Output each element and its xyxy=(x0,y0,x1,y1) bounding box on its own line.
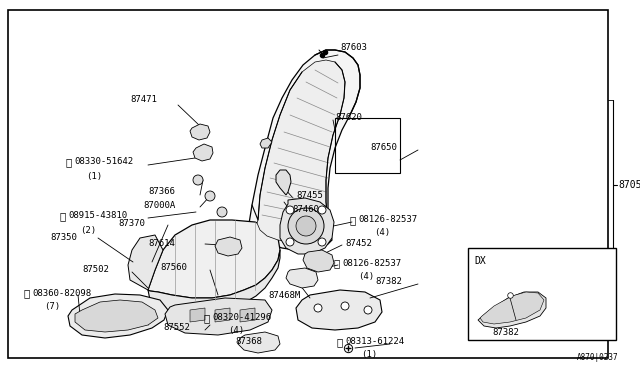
Text: 87350: 87350 xyxy=(50,232,77,241)
Polygon shape xyxy=(128,235,163,290)
Polygon shape xyxy=(165,298,272,335)
Text: 08320-41296: 08320-41296 xyxy=(212,314,271,323)
Polygon shape xyxy=(215,237,242,256)
Text: 87560: 87560 xyxy=(160,263,187,273)
Polygon shape xyxy=(303,250,334,272)
Text: 87370: 87370 xyxy=(118,218,145,228)
Polygon shape xyxy=(75,300,158,332)
Text: 08915-43810: 08915-43810 xyxy=(68,212,127,221)
Circle shape xyxy=(286,206,294,214)
Polygon shape xyxy=(215,308,230,322)
Text: 87650: 87650 xyxy=(370,144,397,153)
Polygon shape xyxy=(68,294,168,338)
Text: 08330-51642: 08330-51642 xyxy=(74,157,133,167)
Polygon shape xyxy=(238,332,280,353)
Text: (7): (7) xyxy=(44,301,60,311)
Text: 87552: 87552 xyxy=(163,324,190,333)
Circle shape xyxy=(193,175,203,185)
Polygon shape xyxy=(480,292,544,324)
Text: 87366: 87366 xyxy=(148,187,175,196)
Text: 87382: 87382 xyxy=(375,278,402,286)
Circle shape xyxy=(296,216,316,236)
Polygon shape xyxy=(190,308,205,322)
Polygon shape xyxy=(260,138,272,148)
Bar xyxy=(335,118,400,173)
Circle shape xyxy=(364,306,372,314)
Text: Ⓦ: Ⓦ xyxy=(60,211,66,221)
Text: (4): (4) xyxy=(228,327,244,336)
Circle shape xyxy=(318,206,326,214)
Text: 87603: 87603 xyxy=(340,44,367,52)
Text: 87452: 87452 xyxy=(345,238,372,247)
Circle shape xyxy=(205,191,215,201)
Text: 87382: 87382 xyxy=(493,328,520,337)
Text: Ⓢ: Ⓢ xyxy=(337,337,343,347)
Circle shape xyxy=(341,302,349,310)
Text: 87000A: 87000A xyxy=(143,201,175,209)
Polygon shape xyxy=(193,144,213,161)
Polygon shape xyxy=(248,50,360,250)
Bar xyxy=(468,248,616,340)
Text: (1): (1) xyxy=(361,350,377,359)
Text: Ⓢ: Ⓢ xyxy=(204,313,210,323)
Text: 87620: 87620 xyxy=(335,113,362,122)
Polygon shape xyxy=(257,60,345,242)
Polygon shape xyxy=(286,268,318,288)
Polygon shape xyxy=(190,124,210,140)
Text: A870|0237: A870|0237 xyxy=(577,353,618,362)
Text: 87050: 87050 xyxy=(618,180,640,190)
Text: 87502: 87502 xyxy=(82,266,109,275)
Text: Ⓢ: Ⓢ xyxy=(24,288,30,298)
Text: 87614: 87614 xyxy=(148,238,175,247)
Text: 08126-82537: 08126-82537 xyxy=(342,259,401,267)
Polygon shape xyxy=(148,220,280,298)
Polygon shape xyxy=(276,170,291,195)
Text: 87471: 87471 xyxy=(130,96,157,105)
Polygon shape xyxy=(478,292,546,328)
Text: 08126-82537: 08126-82537 xyxy=(358,215,417,224)
Text: 87368: 87368 xyxy=(235,337,262,346)
Text: Ⓑ: Ⓑ xyxy=(349,215,356,225)
Text: 87460: 87460 xyxy=(292,205,319,214)
Text: 08313-61224: 08313-61224 xyxy=(345,337,404,346)
Polygon shape xyxy=(148,250,280,314)
Text: 87468M: 87468M xyxy=(268,292,300,301)
Text: 87455: 87455 xyxy=(296,192,323,201)
Circle shape xyxy=(217,207,227,217)
Polygon shape xyxy=(296,290,382,330)
Text: (1): (1) xyxy=(86,171,102,180)
Text: (4): (4) xyxy=(374,228,390,237)
Text: DX: DX xyxy=(474,256,486,266)
Text: (2): (2) xyxy=(80,225,96,234)
Circle shape xyxy=(318,238,326,246)
Circle shape xyxy=(314,304,322,312)
Circle shape xyxy=(288,208,324,244)
Polygon shape xyxy=(280,198,334,254)
Text: Ⓢ: Ⓢ xyxy=(66,157,72,167)
Circle shape xyxy=(286,238,294,246)
Polygon shape xyxy=(240,308,255,322)
Text: Ⓑ: Ⓑ xyxy=(333,258,340,268)
Text: (4): (4) xyxy=(358,272,374,280)
Text: 08360-82098: 08360-82098 xyxy=(32,289,91,298)
